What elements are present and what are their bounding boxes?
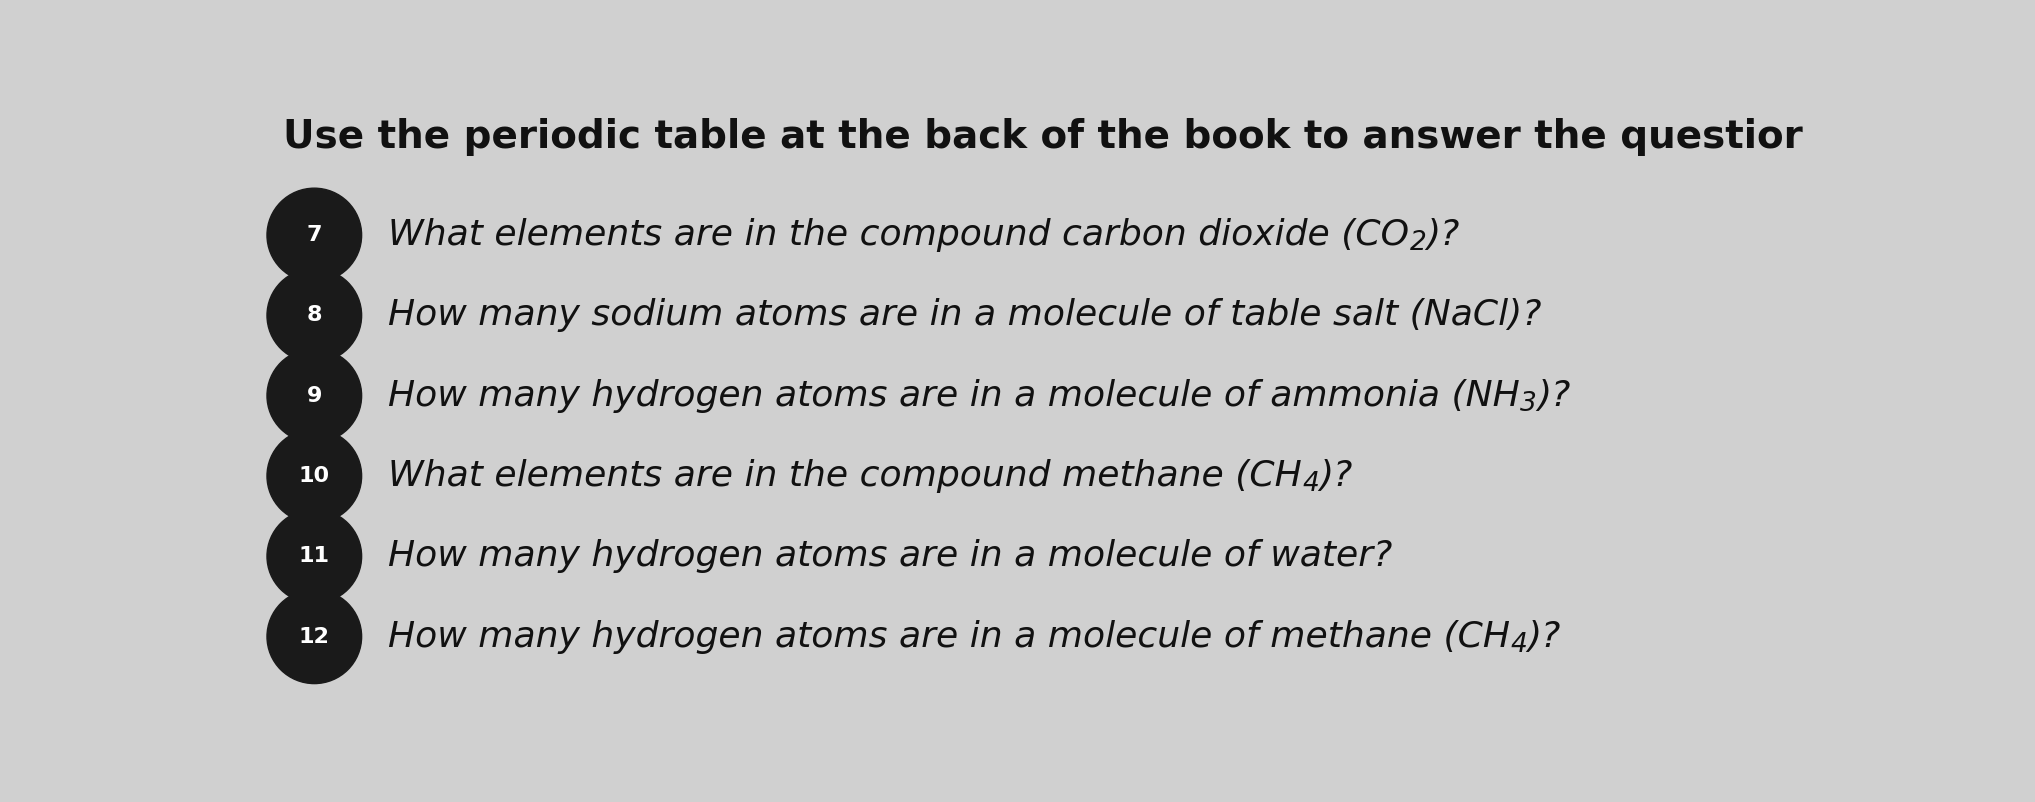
Text: How many hydrogen atoms are in a molecule of ammonia (NH: How many hydrogen atoms are in a molecul…: [389, 379, 1520, 413]
Ellipse shape: [267, 269, 362, 363]
Text: 4: 4: [1510, 632, 1526, 658]
Text: 7: 7: [307, 225, 322, 245]
Text: 11: 11: [299, 546, 330, 566]
Text: 4: 4: [1302, 471, 1319, 497]
Text: )?: )?: [1319, 459, 1351, 493]
Text: 12: 12: [299, 626, 330, 646]
Text: How many hydrogen atoms are in a molecule of methane (CH: How many hydrogen atoms are in a molecul…: [389, 620, 1510, 654]
Text: )?: )?: [1526, 620, 1561, 654]
Text: How many sodium atoms are in a molecule of table salt (NaCl)?: How many sodium atoms are in a molecule …: [389, 298, 1543, 333]
Text: 9: 9: [307, 386, 322, 406]
Text: What elements are in the compound methane (CH: What elements are in the compound methan…: [389, 459, 1302, 493]
Ellipse shape: [267, 429, 362, 523]
Ellipse shape: [267, 188, 362, 282]
Text: 8: 8: [307, 306, 322, 326]
Ellipse shape: [267, 589, 362, 683]
Ellipse shape: [267, 349, 362, 443]
Text: What elements are in the compound carbon dioxide (CO: What elements are in the compound carbon…: [389, 218, 1410, 252]
Text: 3: 3: [1520, 391, 1536, 417]
Text: Use the periodic table at the back of the book to answer the questior: Use the periodic table at the back of th…: [283, 118, 1803, 156]
Text: 2: 2: [1410, 230, 1427, 256]
Text: )?: )?: [1427, 218, 1459, 252]
Text: )?: )?: [1536, 379, 1571, 413]
Text: How many hydrogen atoms are in a molecule of water?: How many hydrogen atoms are in a molecul…: [389, 539, 1392, 573]
Text: 10: 10: [299, 466, 330, 486]
Ellipse shape: [267, 509, 362, 603]
